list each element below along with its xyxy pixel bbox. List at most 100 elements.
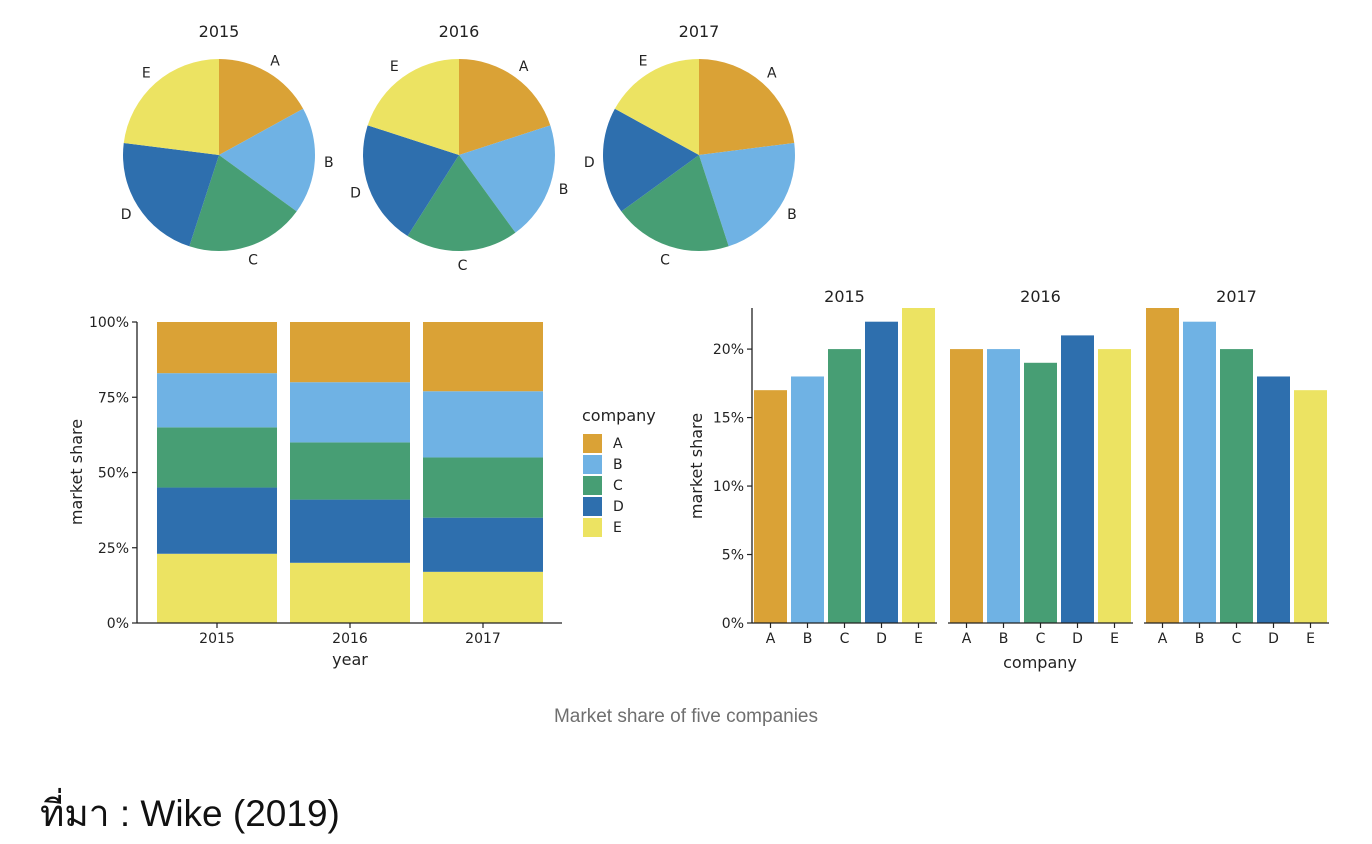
pie-2016: 2016 A B C D E <box>350 22 568 274</box>
x-tick-label: D <box>1268 631 1279 647</box>
bar-2016-E <box>1098 349 1131 623</box>
stacked-bar-2017-E <box>423 571 543 623</box>
stacked-bar-2015-E <box>157 553 277 623</box>
stacked-bar-2015-B <box>157 373 277 428</box>
legend-label-D: D <box>613 499 624 515</box>
pie-slice-C <box>189 155 297 252</box>
pie-slice-B <box>219 108 316 212</box>
bar-2017-C <box>1220 349 1253 623</box>
bar-2015-C <box>828 349 861 623</box>
figure-caption: Market share of five companies <box>553 706 818 727</box>
pie-label-A: A <box>767 65 777 81</box>
legend-swatch-E <box>583 518 602 537</box>
pie-label-C: C <box>458 258 468 274</box>
bar-2017-E <box>1294 390 1327 623</box>
bar-2016-A <box>950 349 983 623</box>
facet-2016: 2016 A B C D E <box>948 287 1133 647</box>
facet-title: 2017 <box>1216 287 1257 306</box>
x-tick-label: 2015 <box>199 631 235 647</box>
stacked-bar-chart: 0% 25% 50% 75% 100% 2015 2016 2017 year market sh… <box>67 315 656 669</box>
legend-swatch-C <box>583 476 602 495</box>
pie-label-D: D <box>350 185 361 201</box>
pie-slice-B <box>699 142 795 247</box>
bar-2015-B <box>791 376 824 623</box>
pie-2017: 2017 A B C D E <box>584 22 797 269</box>
x-tick-label: D <box>1072 631 1083 647</box>
pie-label-E: E <box>639 53 648 69</box>
stacked-bar-2016-E <box>290 562 410 623</box>
legend-label-E: E <box>613 520 622 536</box>
y-tick-label: 5% <box>722 548 744 564</box>
x-tick-label: A <box>1158 631 1168 647</box>
pie-2015: 2015 A B C D E <box>121 22 334 269</box>
stacked-bar-2016-C <box>290 442 410 500</box>
bar-2016-D <box>1061 335 1094 623</box>
facet-2017: 2017 A B C D E <box>1144 287 1329 647</box>
pie-label-D: D <box>584 155 595 171</box>
x-tick-label: E <box>1110 631 1119 647</box>
pie-slice-E <box>123 59 219 155</box>
pie-slice-C <box>621 155 729 252</box>
pie-label-B: B <box>559 182 569 198</box>
facet-title: 2015 <box>824 287 865 306</box>
x-tick-label: B <box>999 631 1009 647</box>
x-tick-label: E <box>1306 631 1315 647</box>
x-tick-label: C <box>1232 631 1242 647</box>
bar-2017-D <box>1257 376 1290 623</box>
x-tick-label: C <box>840 631 850 647</box>
legend-swatch-A <box>583 434 602 453</box>
pie-slice-E <box>367 59 459 155</box>
pie-label-B: B <box>324 155 334 171</box>
pie-slice-D <box>602 108 699 212</box>
stacked-bar-2015-A <box>157 322 277 374</box>
x-axis-title: year <box>332 650 368 669</box>
y-tick-label: 20% <box>713 342 744 358</box>
x-tick-label: 2017 <box>465 631 501 647</box>
x-tick-label: E <box>914 631 923 647</box>
pie-slice-B <box>459 125 556 233</box>
pie-label-A: A <box>519 59 529 75</box>
bar-2017-B <box>1183 321 1216 623</box>
pie-label-B: B <box>787 207 797 223</box>
x-tick-label: 2016 <box>332 631 368 647</box>
source-citation: ที่มา : Wike (2019) <box>40 793 340 834</box>
pie-title: 2016 <box>439 22 480 41</box>
pie-label-C: C <box>248 253 258 269</box>
bar-2015-D <box>865 321 898 623</box>
y-axis-title: market share <box>687 413 706 519</box>
stacked-bar-2017-A <box>423 322 543 392</box>
y-tick-label: 100% <box>89 315 129 331</box>
pie-title: 2015 <box>199 22 240 41</box>
legend-label-A: A <box>613 436 623 452</box>
faceted-bar-chart: 2015 A B C D E 2016 A B C D E 2017 A B C D E 0% 5% 10% 15% 20%… <box>687 287 1329 672</box>
bar-2017-A <box>1146 308 1179 623</box>
legend-label-B: B <box>613 457 623 473</box>
pie-slice-D <box>123 142 219 247</box>
stacked-bar-2016-B <box>290 382 410 443</box>
facet-title: 2016 <box>1020 287 1061 306</box>
y-tick-label: 15% <box>713 411 744 427</box>
pie-slice-D <box>362 125 459 237</box>
stacked-bar-2015-C <box>157 427 277 488</box>
pie-slice-C <box>407 155 516 252</box>
pie-slice-A <box>219 59 304 155</box>
pie-slice-A <box>459 59 551 155</box>
facet-2015: 2015 A B C D E <box>752 287 937 647</box>
pie-label-C: C <box>660 253 670 269</box>
pie-label-E: E <box>142 65 151 81</box>
pie-title: 2017 <box>679 22 720 41</box>
stacked-bar-2017-D <box>423 517 543 572</box>
legend-swatch-B <box>583 455 602 474</box>
legend-label-C: C <box>613 478 623 494</box>
y-tick-label: 10% <box>713 479 744 495</box>
stacked-bar-2015-D <box>157 487 277 554</box>
y-tick-label: 0% <box>722 616 744 632</box>
y-tick-label: 0% <box>107 616 129 632</box>
legend-title: company <box>582 406 656 425</box>
stacked-bar-2017-B <box>423 391 543 458</box>
y-tick-label: 50% <box>98 466 129 482</box>
x-axis-title: company <box>1003 653 1077 672</box>
bar-2016-C <box>1024 362 1057 623</box>
